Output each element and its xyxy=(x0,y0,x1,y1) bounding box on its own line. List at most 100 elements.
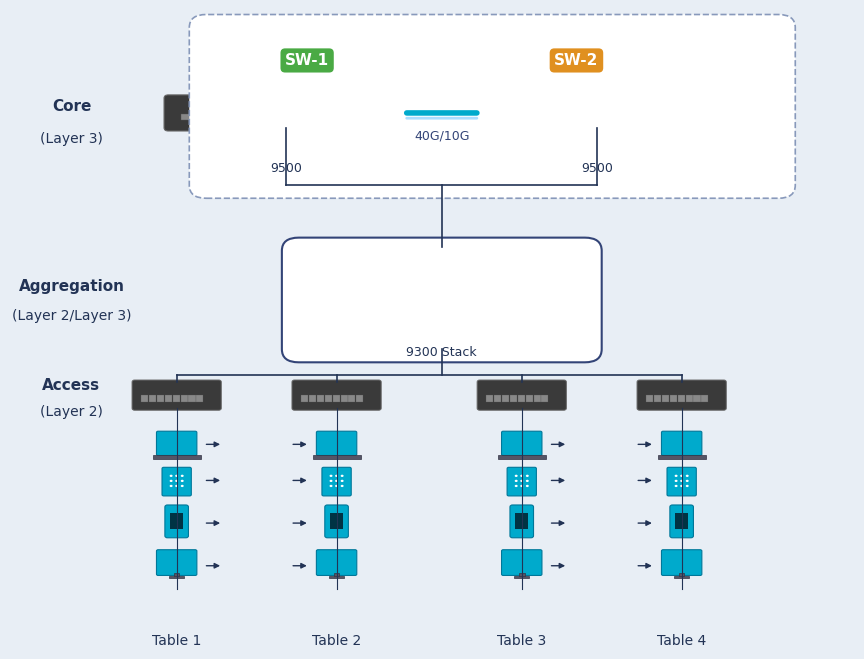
Bar xyxy=(325,395,332,402)
Bar xyxy=(639,115,649,121)
Circle shape xyxy=(675,485,677,487)
Bar xyxy=(510,395,517,402)
Circle shape xyxy=(181,485,184,487)
Circle shape xyxy=(515,480,518,482)
Circle shape xyxy=(680,485,683,487)
Bar xyxy=(276,115,285,121)
Circle shape xyxy=(329,474,333,477)
Text: 9500: 9500 xyxy=(270,162,302,175)
FancyBboxPatch shape xyxy=(316,550,357,575)
Bar xyxy=(339,115,348,121)
Bar xyxy=(307,115,317,121)
Circle shape xyxy=(169,480,173,482)
Bar xyxy=(169,577,184,578)
Bar xyxy=(556,115,565,121)
Bar xyxy=(309,395,316,402)
FancyBboxPatch shape xyxy=(156,431,197,455)
Bar xyxy=(646,395,653,402)
Bar xyxy=(629,115,638,121)
Bar xyxy=(170,513,183,529)
Bar xyxy=(692,115,702,121)
Bar xyxy=(313,455,360,459)
Bar xyxy=(662,395,669,402)
Text: 9300 Stack: 9300 Stack xyxy=(406,346,477,359)
Bar xyxy=(223,115,232,121)
Bar xyxy=(202,115,212,121)
Bar xyxy=(348,395,355,402)
FancyBboxPatch shape xyxy=(403,292,481,306)
FancyBboxPatch shape xyxy=(132,380,221,410)
Bar xyxy=(518,395,525,402)
FancyBboxPatch shape xyxy=(189,14,795,198)
Bar xyxy=(682,100,686,110)
Bar xyxy=(255,115,264,121)
Text: (Layer 3): (Layer 3) xyxy=(40,132,103,146)
FancyBboxPatch shape xyxy=(162,467,191,496)
Bar xyxy=(677,395,685,402)
Text: Core: Core xyxy=(52,99,91,114)
Bar xyxy=(689,100,693,110)
Text: Aggregation: Aggregation xyxy=(18,279,124,295)
Bar xyxy=(587,115,596,121)
Bar xyxy=(686,395,693,402)
Text: (Layer 2): (Layer 2) xyxy=(40,405,103,418)
Bar xyxy=(514,577,529,578)
Circle shape xyxy=(686,474,689,477)
Text: (Layer 2/Layer 3): (Layer 2/Layer 3) xyxy=(12,309,131,324)
Bar xyxy=(391,100,395,110)
Bar xyxy=(333,395,340,402)
Bar xyxy=(502,395,509,402)
Bar xyxy=(329,577,344,578)
FancyBboxPatch shape xyxy=(282,238,601,362)
Bar xyxy=(492,115,502,121)
Bar xyxy=(682,115,691,121)
Bar xyxy=(384,100,388,110)
Bar xyxy=(608,115,618,121)
Bar xyxy=(381,115,391,121)
Circle shape xyxy=(515,485,518,487)
Bar xyxy=(317,395,324,402)
Circle shape xyxy=(526,474,529,477)
Circle shape xyxy=(520,485,524,487)
FancyBboxPatch shape xyxy=(507,467,537,496)
Bar xyxy=(619,115,628,121)
Bar xyxy=(174,573,180,577)
Bar xyxy=(377,100,381,110)
Bar xyxy=(196,395,203,402)
Circle shape xyxy=(340,485,344,487)
Circle shape xyxy=(520,480,524,482)
Bar xyxy=(213,115,222,121)
Bar xyxy=(486,395,493,402)
Text: SW-2: SW-2 xyxy=(555,53,599,68)
Bar xyxy=(286,115,295,121)
Bar xyxy=(142,395,149,402)
Bar xyxy=(181,115,190,121)
FancyBboxPatch shape xyxy=(164,95,408,131)
Bar xyxy=(658,455,706,459)
Circle shape xyxy=(181,474,184,477)
Bar xyxy=(371,100,374,110)
Bar xyxy=(349,115,359,121)
Circle shape xyxy=(169,485,173,487)
Bar xyxy=(192,115,201,121)
FancyBboxPatch shape xyxy=(325,505,348,538)
Bar xyxy=(153,455,200,459)
Bar xyxy=(359,115,369,121)
Bar xyxy=(670,395,677,402)
Circle shape xyxy=(526,485,529,487)
Circle shape xyxy=(390,279,402,289)
Bar xyxy=(661,115,670,121)
Bar xyxy=(566,115,575,121)
Bar xyxy=(694,395,701,402)
Circle shape xyxy=(515,474,518,477)
Circle shape xyxy=(329,485,333,487)
Text: Access: Access xyxy=(42,378,100,393)
FancyBboxPatch shape xyxy=(510,505,534,538)
FancyBboxPatch shape xyxy=(670,505,694,538)
Circle shape xyxy=(181,480,184,482)
FancyBboxPatch shape xyxy=(156,550,197,575)
Circle shape xyxy=(340,474,344,477)
Circle shape xyxy=(169,474,173,477)
Bar xyxy=(702,395,708,402)
Circle shape xyxy=(675,480,677,482)
